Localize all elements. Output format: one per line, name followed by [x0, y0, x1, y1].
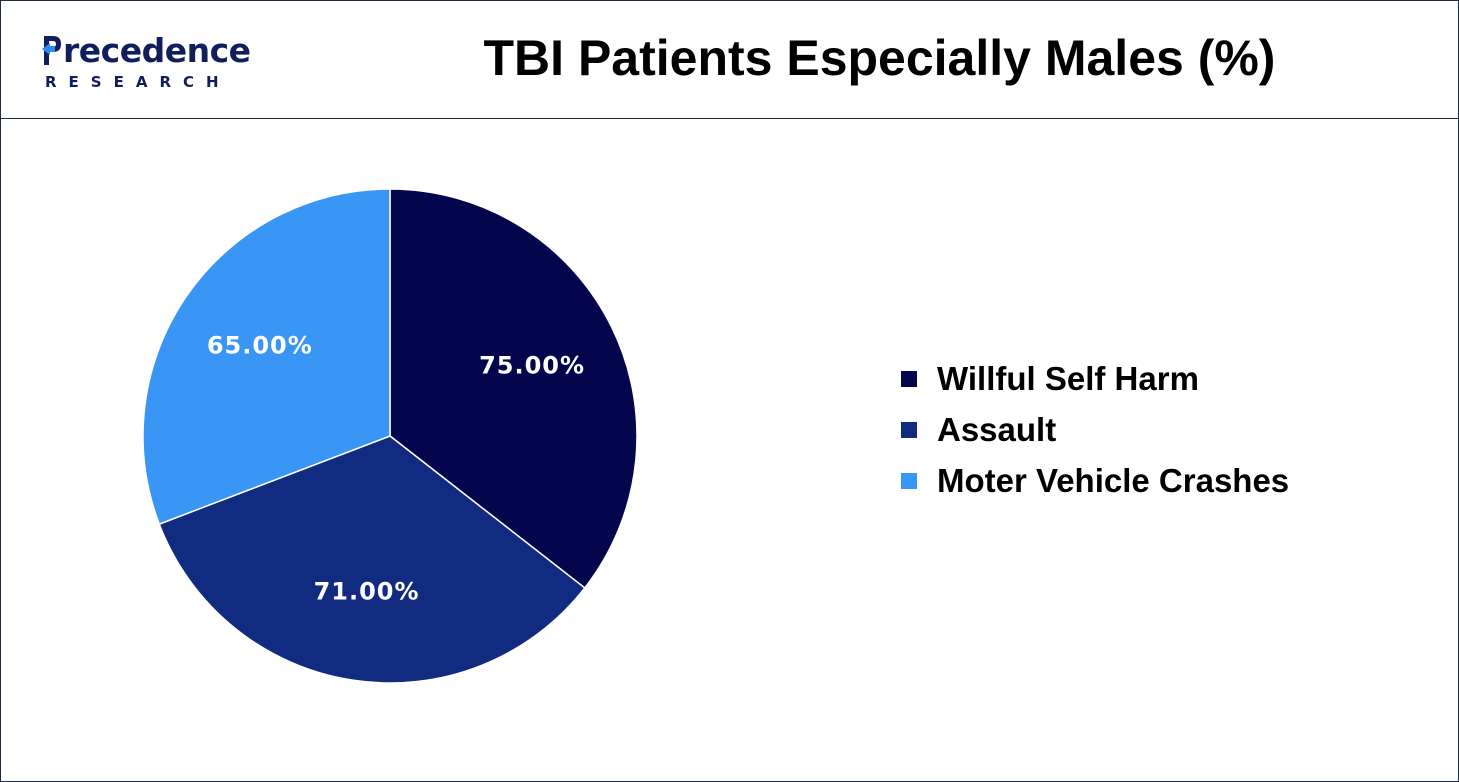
logo-word: recedence	[63, 31, 251, 70]
legend-swatch	[901, 472, 917, 489]
legend-label: Willful Self Harm	[937, 359, 1199, 397]
legend-label: Assault	[937, 410, 1057, 448]
chart-title: TBI Patients Especially Males (%)	[483, 30, 1276, 86]
legend-swatch	[901, 421, 917, 438]
logo-subtitle: RESEARCH	[45, 73, 231, 91]
pie-slice-1	[389, 188, 638, 589]
slice-value-label: 75.00%	[479, 352, 585, 380]
legend-swatch	[901, 370, 917, 387]
pie-slice-3	[142, 188, 391, 526]
pie-chart: 75.00% 71.00% 65.00%	[142, 188, 638, 684]
pie-slice-2	[158, 435, 586, 684]
brand-logo: recedence RESEARCH	[41, 33, 261, 95]
logo-p-icon	[42, 36, 61, 65]
chart-legend: Willful Self Harm Assault Moter Vehicle Cr…	[901, 353, 1289, 506]
header: recedence RESEARCH TBI Patients Especial…	[1, 1, 1458, 119]
legend-label: Moter Vehicle Crashes	[937, 461, 1290, 499]
legend-item: Assault	[901, 404, 1289, 455]
legend-item: Willful Self Harm	[901, 353, 1289, 404]
slice-value-label: 71.00%	[314, 577, 420, 605]
legend-item: Moter Vehicle Crashes	[901, 455, 1289, 506]
slice-value-label: 65.00%	[207, 331, 313, 359]
